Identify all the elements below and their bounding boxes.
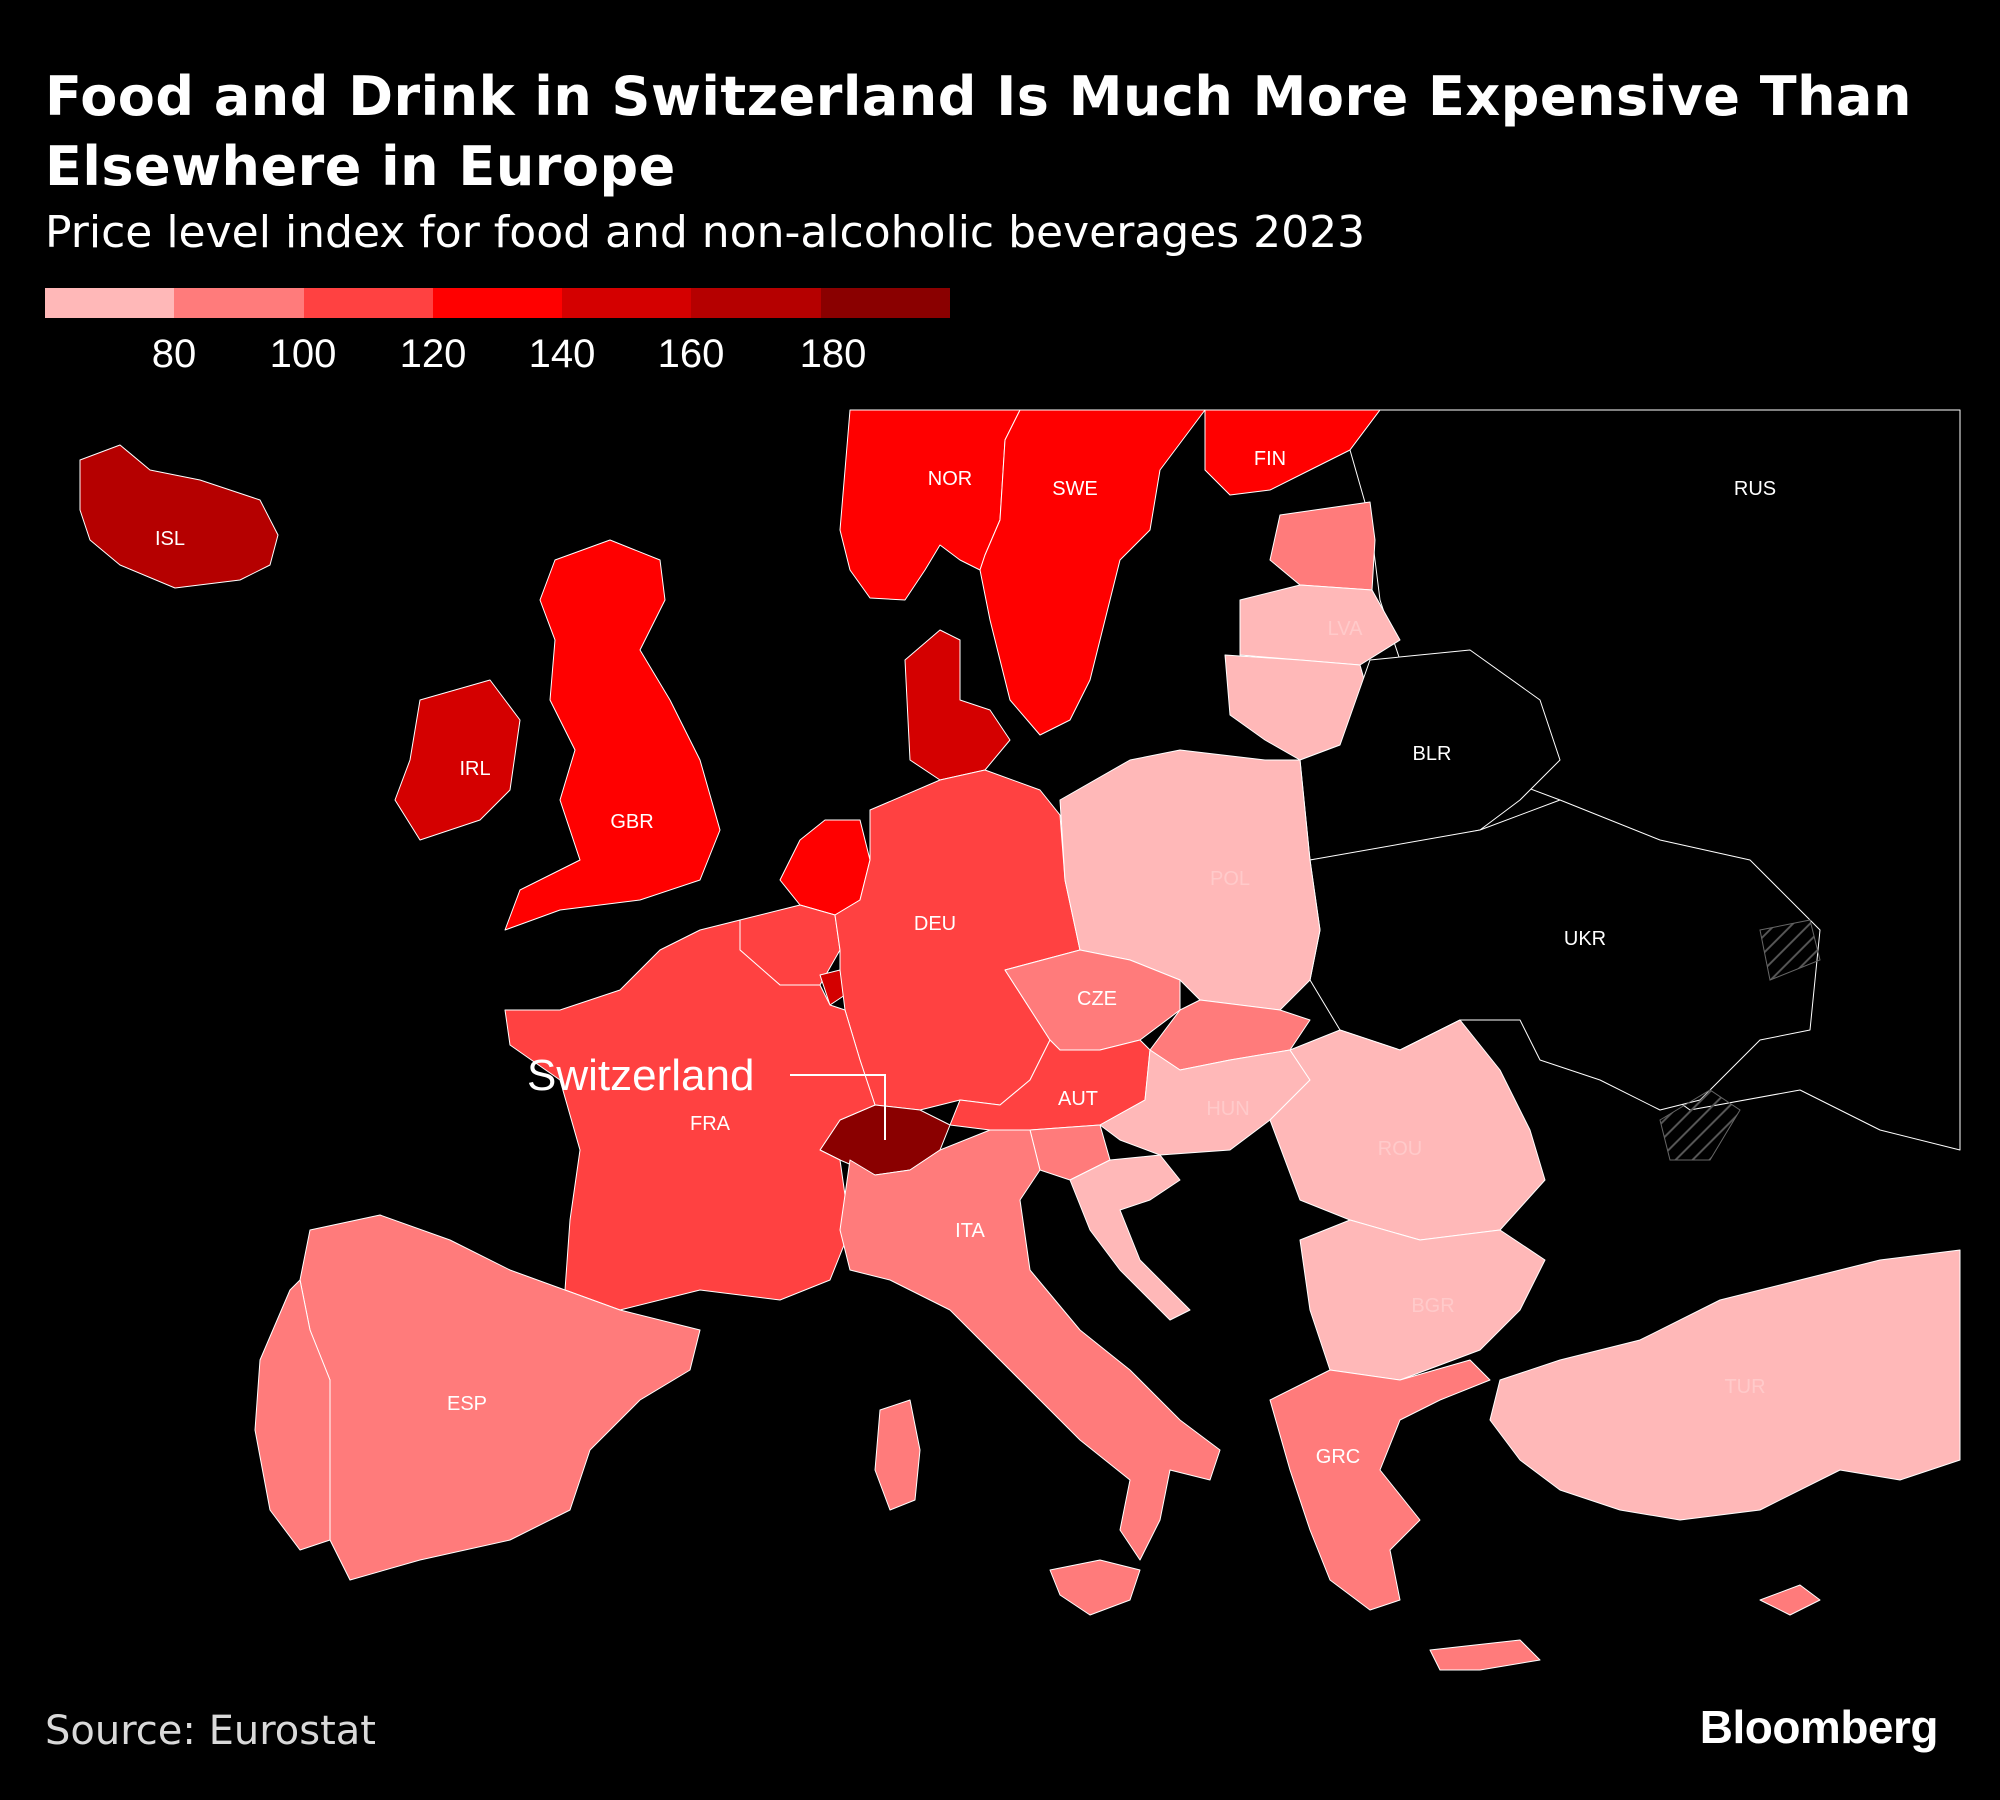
legend-swatch (820, 288, 950, 318)
country-TUR (1489, 1249, 1961, 1521)
country-GBR (504, 539, 721, 931)
chart-subtitle: Price level index for food and non-alcoh… (45, 207, 1366, 258)
label-GBR: GBR (610, 811, 653, 833)
label-IRL: IRL (459, 758, 490, 780)
legend-tick: 80 (151, 332, 197, 376)
country-ITA (839, 1129, 1221, 1561)
label-ITA: ITA (955, 1220, 985, 1242)
label-POL: POL (1210, 868, 1250, 890)
country-ISL (79, 444, 279, 589)
country-LVA (1239, 584, 1401, 666)
country-EST (1269, 501, 1376, 591)
legend-swatch (303, 288, 433, 318)
europe-map: ISL NOR SWE FIN RUS LVA BLR IRL GBR DEU … (0, 400, 2000, 1700)
country-SWE (979, 409, 1206, 736)
source-note: Source: Eurostat (45, 1708, 376, 1754)
color-legend (45, 288, 950, 318)
country-ROU (1269, 1019, 1546, 1241)
label-TUR: TUR (1724, 1376, 1765, 1398)
disputed-territory-hatch-east (1759, 919, 1821, 981)
legend-swatch (562, 288, 692, 318)
callout-leader-line (790, 1074, 886, 1140)
legend-tick: 100 (269, 332, 337, 376)
label-HUN: HUN (1206, 1098, 1249, 1120)
label-FRA: FRA (690, 1113, 731, 1135)
country-GRC-crete (1429, 1639, 1541, 1671)
map-svg: ISL NOR SWE FIN RUS LVA BLR IRL GBR DEU … (79, 409, 1961, 1671)
label-AUT: AUT (1058, 1088, 1098, 1110)
label-FIN: FIN (1254, 448, 1286, 470)
country-CYP (1759, 1584, 1821, 1616)
label-UKR: UKR (1564, 928, 1606, 950)
switzerland-callout: Switzerland (527, 1051, 886, 1140)
country-HUN (1099, 1049, 1311, 1156)
label-DEU: DEU (914, 913, 956, 935)
legend-tick: 180 (799, 332, 867, 376)
legend-swatch (45, 288, 175, 318)
disputed-territory-hatch (1659, 1089, 1741, 1161)
label-SWE: SWE (1052, 478, 1098, 500)
label-CZE: CZE (1077, 988, 1117, 1010)
country-labels: ISL NOR SWE FIN RUS LVA BLR IRL GBR DEU … (155, 448, 1776, 1468)
chart-title: Food and Drink in Switzerland Is Much Mo… (45, 65, 1912, 198)
label-ISL: ISL (155, 528, 185, 550)
legend-tick: 140 (528, 332, 596, 376)
label-ESP: ESP (447, 1393, 487, 1415)
label-BGR: BGR (1411, 1295, 1454, 1317)
label-NOR: NOR (928, 468, 972, 490)
legend-tick: 120 (399, 332, 467, 376)
country-DNK (904, 629, 1011, 781)
country-ITA-sicily (1049, 1559, 1141, 1616)
country-FRA (504, 919, 876, 1311)
country-HRV (1069, 1154, 1191, 1321)
country-GRC (1269, 1359, 1491, 1611)
country-BGR (1299, 1219, 1546, 1381)
bloomberg-logo: Bloomberg (1699, 1701, 1939, 1753)
country-PRT (254, 1279, 331, 1551)
legend-swatch (691, 288, 821, 318)
legend-swatch (432, 288, 563, 318)
label-ROU: ROU (1378, 1138, 1422, 1160)
label-GRC: GRC (1316, 1446, 1360, 1468)
legend-swatch (174, 288, 304, 318)
callout-label: Switzerland (527, 1051, 754, 1100)
label-BLR: BLR (1413, 743, 1452, 765)
label-RUS: RUS (1734, 478, 1776, 500)
country-NLD (779, 819, 871, 916)
legend-tick-labels: 80 100 120 140 160 180 (45, 332, 950, 382)
label-LVA: LVA (1328, 618, 1363, 640)
legend-tick: 160 (657, 332, 725, 376)
country-IRL (394, 679, 521, 841)
country-ITA-sardinia (874, 1399, 921, 1511)
